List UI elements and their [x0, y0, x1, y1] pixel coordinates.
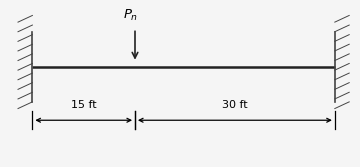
Text: $P_n$: $P_n$: [123, 8, 138, 23]
Text: 15 ft: 15 ft: [71, 100, 96, 110]
Text: 30 ft: 30 ft: [222, 100, 248, 110]
